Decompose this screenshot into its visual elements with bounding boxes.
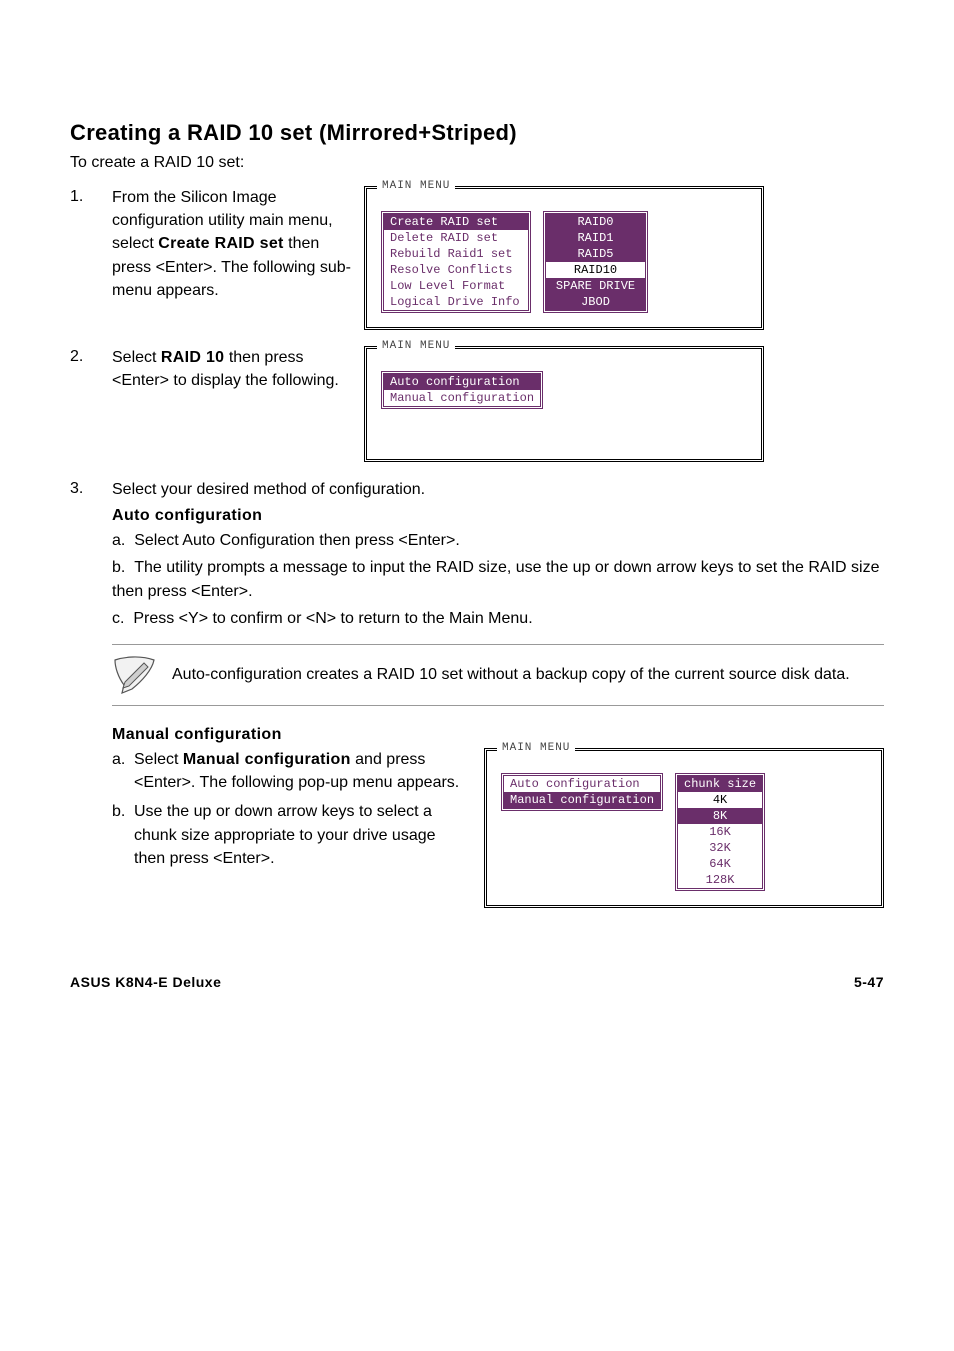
menu-right[interactable]: RAID0 RAID1 RAID5 RAID10 SPARE DRIVE JBO…: [543, 211, 648, 313]
auto-config-heading: Auto configuration: [112, 507, 884, 525]
popup-item[interactable]: 64K: [678, 856, 762, 872]
footer-left: ASUS K8N4-E Deluxe: [70, 974, 221, 990]
page-footer: ASUS K8N4-E Deluxe 5-47: [70, 968, 884, 990]
manual-a-bold: Manual configuration: [183, 751, 351, 768]
popup-item[interactable]: RAID0: [546, 214, 645, 230]
popup-item[interactable]: SPARE DRIVE: [546, 278, 645, 294]
popup-item[interactable]: 16K: [678, 824, 762, 840]
step-text: Select RAID 10 then press <Enter> to dis…: [112, 346, 352, 392]
step-text: Select your desired method of configurat…: [112, 478, 884, 501]
create-raid-set-bold: Create RAID set: [158, 235, 283, 252]
menu-item[interactable]: Auto configuration: [504, 776, 660, 792]
step-number: 2.: [70, 346, 112, 366]
manual-a-prefix: Select: [134, 751, 183, 768]
page-content: Creating a RAID 10 set (Mirrored+Striped…: [70, 120, 884, 990]
popup-header: chunk size: [678, 776, 762, 792]
menu-item[interactable]: Logical Drive Info: [384, 294, 528, 310]
manual-a: a. Select Manual configuration and press…: [112, 748, 462, 794]
manual-config-block: Manual configuration a. Select Manual co…: [112, 726, 884, 908]
auto-config-block: Auto configuration a. Select Auto Config…: [112, 507, 884, 630]
step-3: 3. Select your desired method of configu…: [70, 478, 884, 501]
section-heading: Creating a RAID 10 set (Mirrored+Striped…: [70, 120, 884, 146]
step-1: 1. From the Silicon Image configuration …: [70, 186, 884, 330]
menu-item[interactable]: Manual configuration: [384, 390, 540, 406]
manual-b: b. Use the up or down arrow keys to sele…: [112, 800, 462, 870]
popup-item[interactable]: 32K: [678, 840, 762, 856]
auto-a: a. Select Auto Configuration then press …: [112, 529, 884, 552]
step-text: From the Silicon Image configuration uti…: [112, 186, 352, 302]
auto-c: c. Press <Y> to confirm or <N> to return…: [112, 607, 884, 630]
step-number: 1.: [70, 186, 112, 206]
note: Auto-configuration creates a RAID 10 set…: [112, 644, 884, 706]
popup-item[interactable]: 4K: [678, 792, 762, 808]
terminal-title: MAIN MENU: [497, 742, 575, 754]
popup-item-selected[interactable]: 8K: [678, 808, 762, 824]
terminal-title: MAIN MENU: [377, 180, 455, 192]
menu-item[interactable]: Manual configuration: [504, 792, 660, 808]
chunk-size-popup[interactable]: chunk size 4K 8K 16K 32K 64K 128K: [675, 773, 765, 891]
label-b: b.: [112, 800, 134, 870]
popup-item-selected[interactable]: RAID10: [546, 262, 645, 278]
step3-text: Select your desired method of configurat…: [112, 481, 425, 498]
popup-item[interactable]: 128K: [678, 872, 762, 888]
raid10-bold: RAID 10: [161, 349, 224, 366]
popup-item[interactable]: RAID5: [546, 246, 645, 262]
menu-left[interactable]: Auto configuration Manual configuration: [381, 371, 543, 409]
menu-left[interactable]: Create RAID set Delete RAID set Rebuild …: [381, 211, 531, 313]
label-a: a.: [112, 748, 134, 794]
footer-right: 5-47: [854, 974, 884, 990]
manual-steps: a. Select Manual configuration and press…: [112, 748, 472, 876]
note-text: Auto-configuration creates a RAID 10 set…: [172, 664, 850, 686]
text-prefix: Select: [112, 349, 161, 366]
menu-item[interactable]: Delete RAID set: [384, 230, 528, 246]
menu-item[interactable]: Low Level Format: [384, 278, 528, 294]
popup-item[interactable]: RAID1: [546, 230, 645, 246]
intro-text: To create a RAID 10 set:: [70, 154, 884, 172]
step-number: 3.: [70, 478, 112, 498]
terminal-box: MAIN MENU Create RAID set Delete RAID se…: [364, 186, 764, 330]
menu-item[interactable]: Create RAID set: [384, 214, 528, 230]
terminal-screenshot-3: MAIN MENU Auto configuration Manual conf…: [484, 748, 884, 908]
note-pencil-icon: [112, 655, 158, 695]
manual-b-text: Use the up or down arrow keys to select …: [134, 800, 462, 870]
menu-item[interactable]: Auto configuration: [384, 374, 540, 390]
terminal-box: MAIN MENU Auto configuration Manual conf…: [484, 748, 884, 908]
terminal-columns: Create RAID set Delete RAID set Rebuild …: [381, 211, 747, 313]
menu-item[interactable]: Rebuild Raid1 set: [384, 246, 528, 262]
menu-left[interactable]: Auto configuration Manual configuration: [501, 773, 663, 811]
auto-b: b. The utility prompts a message to inpu…: [112, 556, 884, 602]
menu-item[interactable]: Resolve Conflicts: [384, 262, 528, 278]
step-2: 2. Select RAID 10 then press <Enter> to …: [70, 346, 884, 462]
terminal-title: MAIN MENU: [377, 340, 455, 352]
popup-item[interactable]: JBOD: [546, 294, 645, 310]
terminal-screenshot-2: MAIN MENU Auto configuration Manual conf…: [364, 346, 764, 462]
terminal-screenshot-1: MAIN MENU Create RAID set Delete RAID se…: [364, 186, 764, 330]
terminal-box: MAIN MENU Auto configuration Manual conf…: [364, 346, 764, 462]
